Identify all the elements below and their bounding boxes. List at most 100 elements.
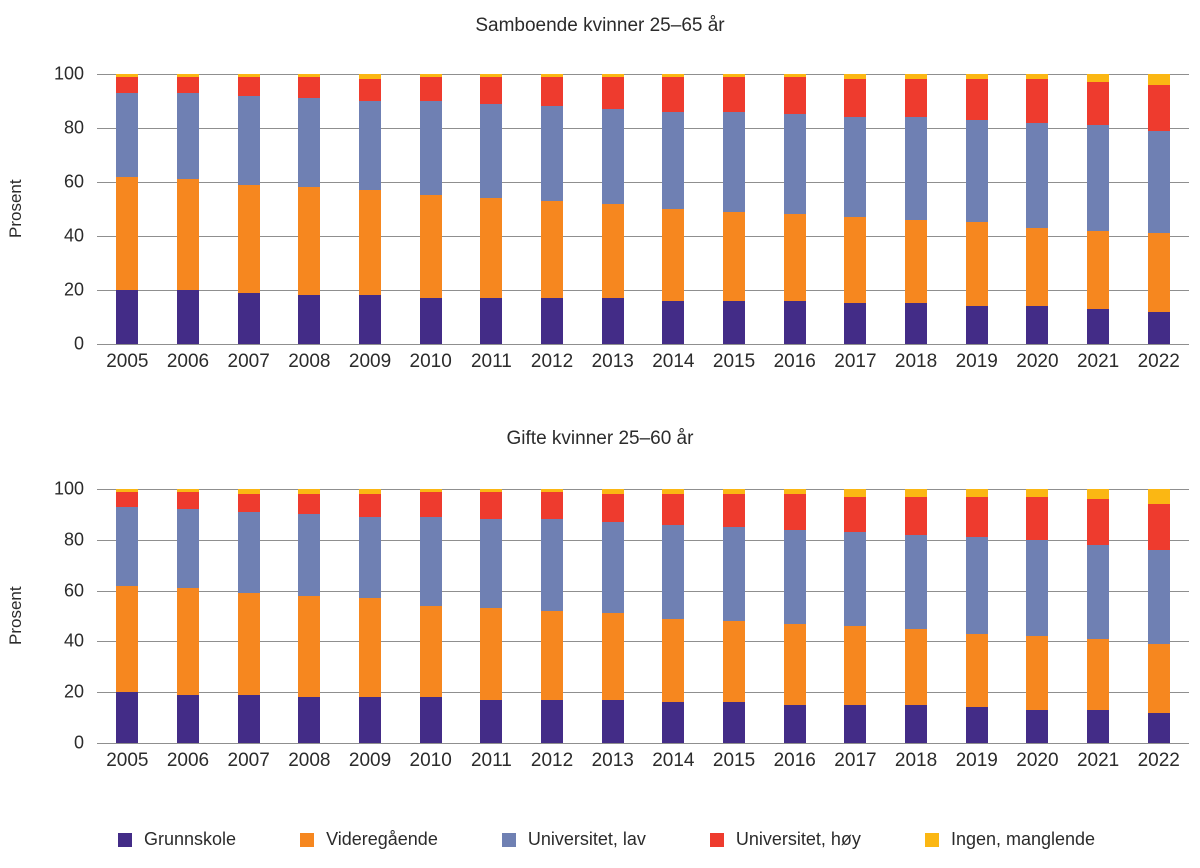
y-tick-label: 60 [63,580,84,601]
bar-segment [541,699,564,743]
bar-segment [965,79,988,120]
bar-column [825,489,886,743]
bar-segment [116,76,139,93]
y-axis-label: Prosent [6,179,25,239]
bar-segment [1087,709,1110,743]
stacked-bar [480,74,503,344]
legend-label: Universitet, høy [735,829,861,849]
bar-column [1128,74,1189,344]
bar-segment [1087,74,1110,83]
x-tick-label: 2007 [227,351,270,372]
bar-column [279,489,340,743]
bar-segment [237,292,260,344]
bar-segment [237,95,260,185]
bar-segment [723,621,746,703]
bar-column [1068,74,1129,344]
bar-segment [601,76,624,110]
x-axis-ticks: 2005 2006 2007 2008 2009 2010 2011 2012 2013 2014… [97,750,1189,772]
bar-segment [905,489,928,497]
bar-segment [116,92,139,177]
x-tick-label: 2012 [530,351,574,372]
bar-segment [662,74,685,77]
bar-segment [298,514,321,596]
y-tick-label: 80 [63,117,84,138]
bar-segment [177,74,199,77]
gridline [97,641,1189,643]
x-tick-label: 2006 [166,750,210,771]
bar-segment [541,519,564,611]
stacked-bar [1147,489,1170,743]
bar-segment [298,595,321,698]
x-tick-label: 2019 [955,750,998,771]
bar-segment [601,489,624,495]
bar-segment [965,489,988,497]
bar-segment [1087,82,1110,126]
bar-column [582,74,643,344]
bar-segment [1087,230,1110,309]
bar-segment [116,491,139,507]
y-tick-label: 0 [73,333,84,354]
gridline [97,236,1189,237]
bar-column [279,74,340,344]
bar-column [1068,489,1129,743]
stacked-bar [237,489,260,743]
bar-column [643,489,704,743]
bar-segment [177,289,199,344]
bar-segment [480,103,503,199]
bar-segment [419,195,442,299]
bar-segment [783,214,806,301]
stacked-bar [359,489,382,743]
bar-segment [480,76,503,104]
bar-segment [1147,233,1170,312]
legend-swatch [924,832,939,847]
bar-segment [480,198,503,299]
x-tick-label: 2014 [652,351,695,372]
bar-segment [662,702,685,743]
gridline [97,182,1189,183]
bar-segment [1147,712,1170,743]
x-tick-label: 2015 [712,351,756,372]
bar-segment [783,76,806,115]
x-tick-label: 2009 [348,351,392,372]
bar-segment [237,489,260,495]
stacked-bar [844,74,867,344]
stacked-bar [662,74,685,344]
bar-column [218,489,279,743]
bar-segment [905,219,928,304]
legend-label: Universitet, lav [527,829,646,849]
stacked-bar [723,489,746,743]
bar-segment [783,494,806,530]
bar-segment [298,494,321,515]
bar-segment [1087,638,1110,710]
x-tick-label: 2005 [106,750,149,771]
bar-column [764,489,825,743]
x-tick-label: 2017 [834,750,877,771]
bar-segment [601,494,624,523]
bar-segment [177,694,199,743]
gridline [97,74,1189,75]
stacked-bar [116,74,139,344]
x-tick-label: 2008 [288,750,331,771]
bar-segment [359,295,382,344]
bar-segment [177,76,199,93]
stacked-bar [1026,74,1049,344]
x-tick-label: 2021 [1076,351,1120,372]
stacked-bar [662,489,685,743]
x-tick-label: 2021 [1076,750,1120,771]
gridline [97,128,1189,129]
bar-segment [662,111,685,209]
legend-label: Videregående [326,829,438,849]
gridline [97,590,1189,592]
x-tick-label: 2008 [288,351,331,372]
x-tick-label: 2010 [409,351,452,372]
bar-segment [541,489,564,492]
bar-segment [783,300,806,344]
bar-segment [601,522,624,614]
bar-segment [905,74,928,80]
bar-column [522,74,583,344]
gridline [97,489,1189,490]
legend-item: Ingen, manglende [924,829,1095,850]
bar-column [886,489,947,743]
bar-segment [1147,311,1170,344]
bar-segment [1147,643,1170,713]
